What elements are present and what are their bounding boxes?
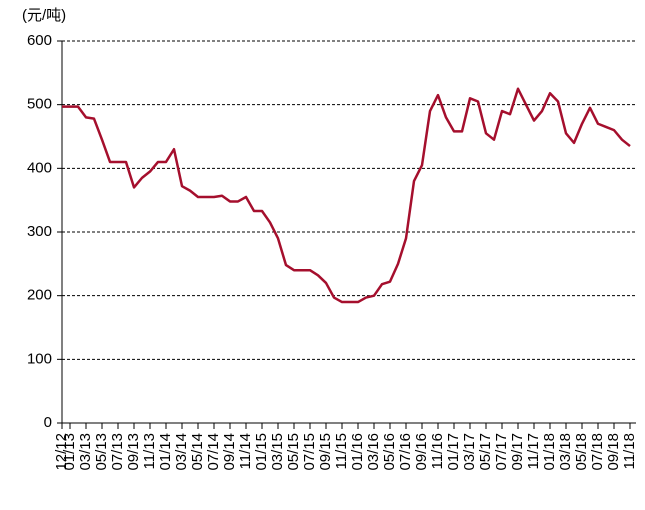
- y-unit-label: (元/吨): [22, 7, 66, 24]
- x-tick-label: 07/16: [397, 433, 414, 471]
- x-tick-label: 01/17: [445, 433, 462, 471]
- x-tick-label: 05/18: [573, 433, 590, 471]
- x-tick-label: 11/18: [621, 433, 638, 469]
- x-tick-label: 03/14: [173, 433, 190, 471]
- x-tick-label: 11/13: [141, 433, 158, 469]
- x-tick-label: 09/18: [605, 433, 622, 471]
- x-tick-label: 09/15: [317, 433, 334, 471]
- x-tick-label: 03/15: [269, 433, 286, 471]
- x-tick-label: 07/18: [589, 433, 606, 471]
- x-tick-label: 03/16: [365, 433, 382, 471]
- x-tick-label: 05/16: [381, 433, 398, 471]
- x-tick-label: 01/14: [157, 433, 174, 471]
- x-tick-label: 03/18: [557, 433, 574, 471]
- y-tick-label: 200: [27, 287, 52, 304]
- x-tick-label: 09/16: [413, 433, 430, 471]
- x-tick-label: 03/17: [461, 433, 478, 471]
- y-tick-label: 500: [27, 96, 52, 113]
- y-tick-label: 400: [27, 159, 52, 176]
- x-tick-label: 07/17: [493, 433, 510, 471]
- x-tick-label: 05/14: [189, 433, 206, 471]
- x-tick-label: 01/18: [541, 433, 558, 471]
- x-tick-label: 01/15: [253, 433, 270, 471]
- y-tick-label: 0: [44, 414, 52, 431]
- x-tick-label: 07/15: [301, 433, 318, 471]
- x-tick-label: 11/16: [429, 433, 446, 469]
- x-tick-label: 09/13: [125, 433, 142, 471]
- y-tick-label: 100: [27, 350, 52, 367]
- x-tick-label: 05/17: [477, 433, 494, 471]
- x-tick-label: 09/17: [509, 433, 526, 471]
- x-tick-label: 05/13: [93, 433, 110, 471]
- y-tick-label: 300: [27, 223, 52, 240]
- y-tick-label: 600: [27, 32, 52, 49]
- x-tick-label: 07/13: [109, 433, 126, 471]
- x-tick-label: 11/14: [237, 433, 254, 469]
- x-tick-label: 03/13: [77, 433, 94, 471]
- x-tick-label: 05/15: [285, 433, 302, 471]
- x-tick-label: 11/15: [333, 433, 350, 469]
- line: [62, 87, 631, 304]
- x-tick-label: 01/16: [349, 433, 366, 471]
- x-tick-label: 12/12: [53, 433, 70, 471]
- x-tick-label: 09/14: [221, 433, 238, 471]
- x-tick-label: 11/17: [525, 433, 542, 469]
- x-tick-label: 07/14: [205, 433, 222, 471]
- x-tick-label: 01/13: [61, 433, 78, 471]
